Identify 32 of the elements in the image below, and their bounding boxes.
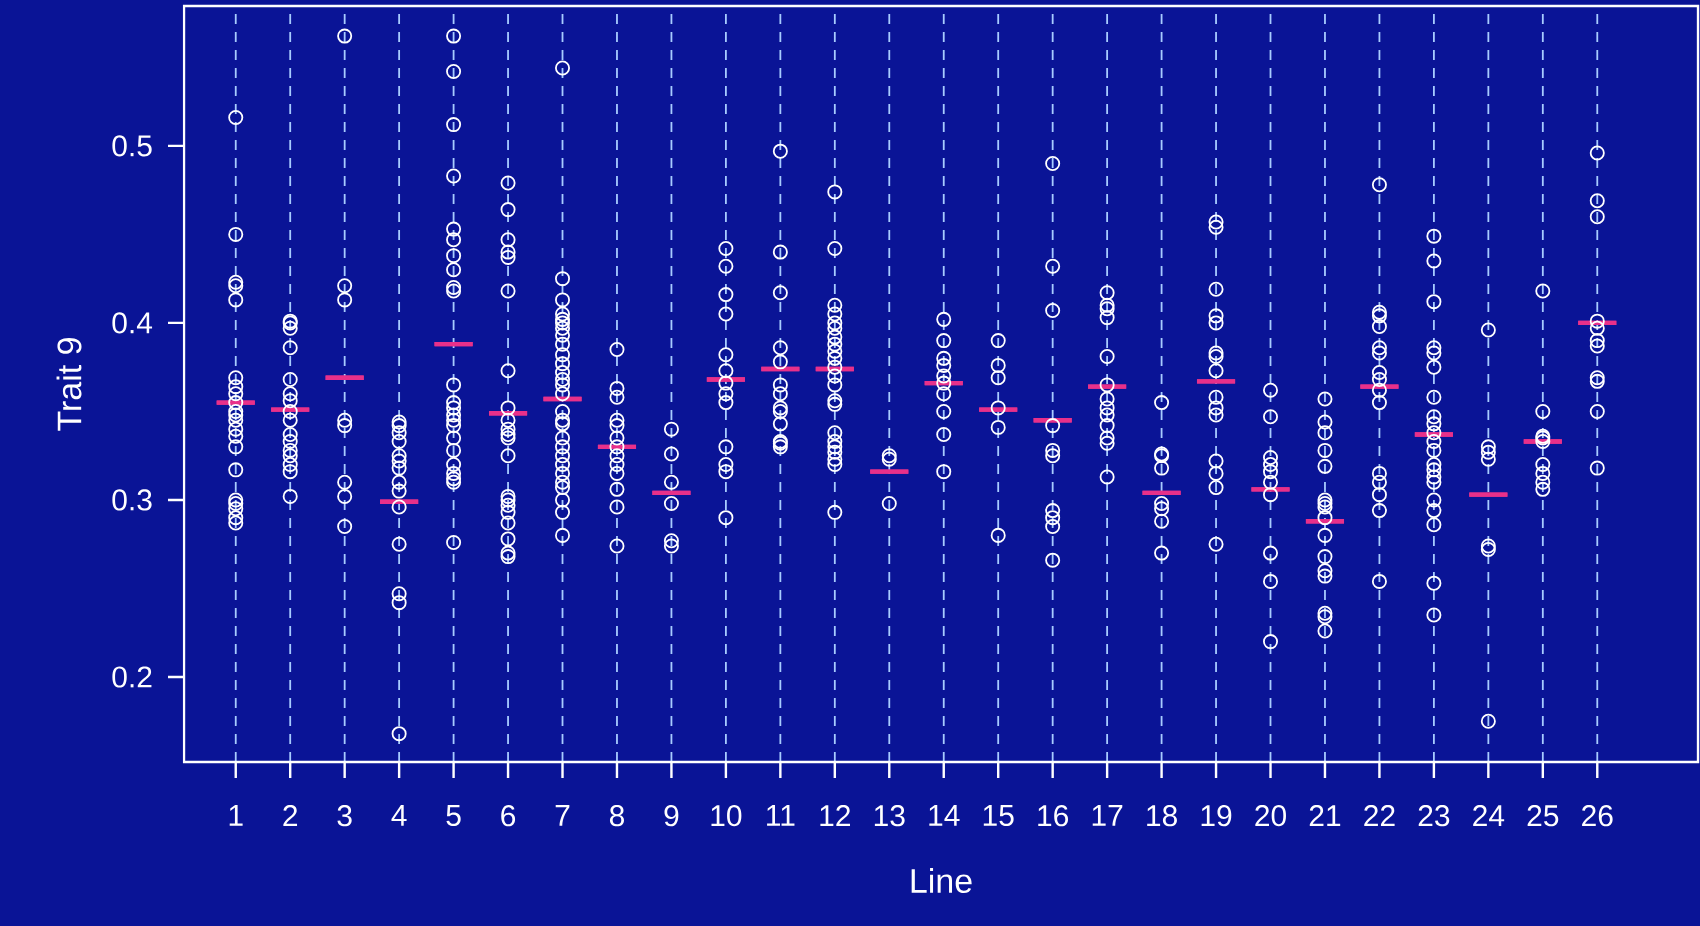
x-tick-label: 2	[283, 805, 298, 827]
x-tick-label: 17	[1092, 805, 1123, 826]
x-tick-label: 1	[229, 805, 243, 826]
x-tick-label: 4	[391, 805, 407, 826]
x-tick-label: 7	[555, 805, 570, 826]
x-tick-label: 23	[1418, 805, 1450, 827]
y-tick-label: 0.4	[112, 312, 153, 334]
x-tick-label: 25	[1527, 805, 1559, 827]
x-tick-label: 14	[929, 805, 960, 826]
x-tick-label: 10	[711, 805, 742, 827]
x-axis-title: Line	[911, 868, 972, 894]
x-tick-label: 19	[1201, 805, 1232, 827]
x-tick-label: 3	[337, 805, 352, 827]
x-tick-label: 24	[1473, 805, 1505, 827]
x-tick-label: 21	[1309, 805, 1341, 827]
x-tick-label: 18	[1147, 805, 1177, 827]
y-tick-label: 0.5	[112, 135, 152, 157]
x-tick-label: 22	[1364, 805, 1395, 827]
x-tick-label: 15	[983, 805, 1014, 826]
y-tick-label: 0.2	[112, 666, 152, 688]
y-tick-label: 0.3	[112, 489, 152, 511]
x-tick-label: 9	[664, 805, 679, 827]
x-tick-label: 16	[1038, 805, 1069, 827]
y-axis-title: Trait 9	[56, 338, 82, 431]
x-tick-label: 11	[767, 805, 795, 826]
x-tick-label: 12	[820, 805, 850, 827]
x-tick-label: 13	[874, 805, 905, 827]
x-tick-label: 20	[1255, 805, 1286, 827]
x-tick-label: 6	[501, 805, 516, 827]
x-tick-label: 8	[609, 805, 624, 827]
x-tick-label: 5	[446, 805, 461, 826]
x-tick-label: 26	[1582, 805, 1613, 827]
